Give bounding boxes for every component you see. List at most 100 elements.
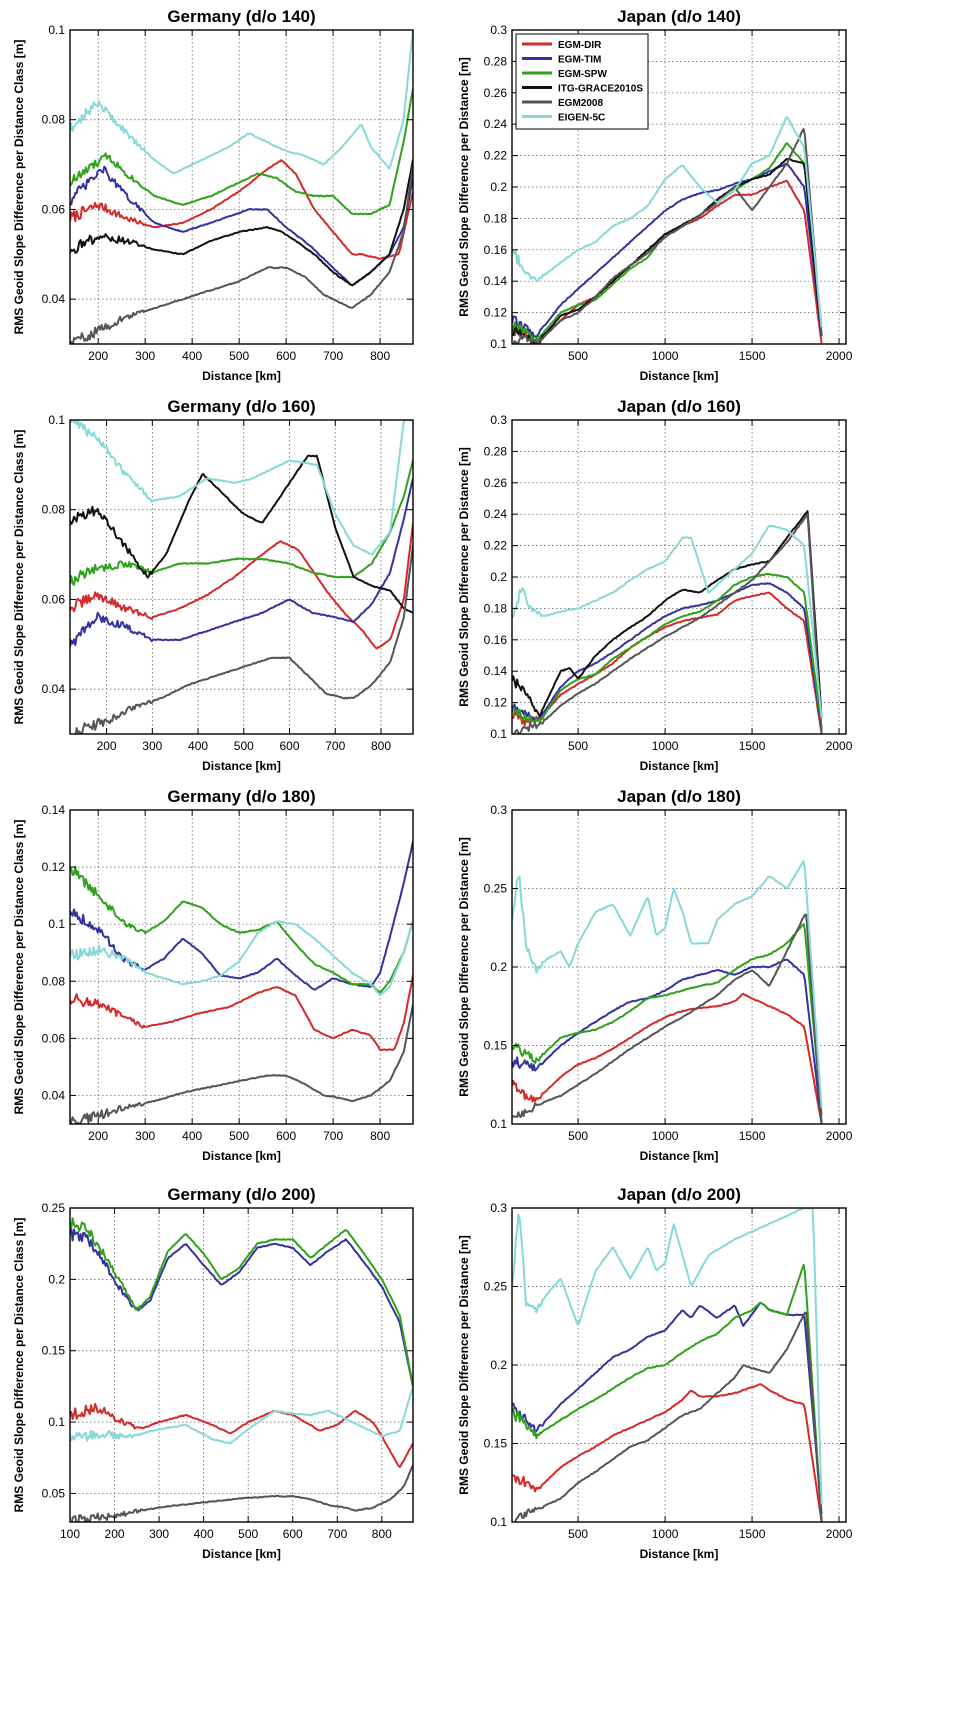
y-tick-label: 0.22 (484, 539, 508, 553)
y-tick-label: 0.15 (42, 1344, 66, 1358)
series-line-egm-tim (512, 958, 823, 1124)
x-tick-label: 300 (149, 1527, 169, 1541)
series-line-eigen-5c (512, 115, 823, 328)
series-line-itg-grace2010s (70, 454, 413, 614)
chart-panel-1: Germany (d/o 140) 200 300 400 500 600 700 800 0.… (12, 7, 414, 383)
chart-panel-4: Japan (d/o 160) 500 1000 1500 2000 0.1 0.12 0.1… (457, 397, 853, 773)
y-tick-label: 0.12 (484, 696, 508, 710)
x-tick-label: 400 (182, 349, 202, 363)
series-group (512, 115, 823, 344)
y-tick-label: 0.2 (48, 1272, 65, 1286)
series-group (70, 840, 413, 1124)
y-tick-label: 0.06 (42, 592, 66, 606)
y-tick-label: 0.16 (484, 633, 508, 647)
series-line-egm-tim (512, 1302, 823, 1514)
x-tick-label: 700 (325, 739, 345, 753)
y-tick-label: 0.12 (484, 306, 508, 320)
x-axis-label: Distance [km] (640, 759, 719, 773)
series-line-egm-spw (512, 142, 823, 343)
chart-panel-6: Japan (d/o 180) 500 1000 1500 2000 0.1 0.15 0.2… (457, 787, 853, 1163)
x-tick-label: 2000 (826, 349, 853, 363)
y-tick-label: 0.28 (484, 54, 508, 68)
series-line-egm-dir (512, 591, 823, 734)
y-tick-label: 0.08 (42, 503, 66, 517)
x-tick-label: 1000 (652, 349, 679, 363)
x-axis-label: Distance [km] (202, 369, 281, 383)
x-tick-label: 700 (323, 349, 343, 363)
series-line-egm2008 (512, 1311, 823, 1522)
series-line-egm-dir (512, 992, 823, 1124)
x-tick-label: 600 (280, 739, 300, 753)
y-tick-label: 0.1 (490, 337, 507, 351)
series-line-egm-tim (70, 165, 413, 287)
x-tick-label: 500 (568, 739, 588, 753)
y-tick-label: 0.2 (490, 180, 507, 194)
y-axis-label: RMS Geoid Slope Difference per Distance … (457, 447, 471, 706)
series-line-egm2008 (74, 545, 413, 734)
x-tick-label: 300 (135, 1129, 155, 1143)
y-tick-label: 0.04 (42, 682, 66, 696)
y-tick-label: 0.18 (484, 601, 508, 615)
y-tick-label: 0.22 (484, 149, 508, 163)
x-tick-label: 500 (568, 1527, 588, 1541)
x-axis-label: Distance [km] (640, 1149, 719, 1163)
series-line-egm-spw (70, 88, 413, 216)
series-line-egm-spw (70, 459, 413, 586)
plot-frame (511, 1207, 847, 1523)
x-tick-label: 500 (568, 349, 588, 363)
x-axis-label: Distance [km] (202, 759, 281, 773)
y-tick-label: 0.2 (490, 1358, 507, 1372)
y-tick-label: 0.26 (484, 476, 508, 490)
series-line-egm-spw (512, 923, 823, 1116)
y-axis-label: RMS Geoid Slope Difference per Distance … (12, 430, 26, 725)
grid-lines (70, 809, 413, 1124)
x-tick-label: 1000 (652, 1527, 679, 1541)
y-tick-label: 0.18 (484, 211, 508, 225)
x-tick-label: 600 (276, 1129, 296, 1143)
series-line-egm-tim (70, 840, 413, 991)
series-line-eigen-5c (70, 420, 413, 556)
series-line-egm-spw (512, 1263, 823, 1522)
series-line-egm2008 (512, 128, 823, 344)
chart-panel-3: Germany (d/o 160) 200 300 400 500 600 700 800 0.… (12, 397, 414, 773)
chart-title: Germany (d/o 200) (167, 1185, 315, 1204)
y-tick-label: 0.24 (484, 507, 508, 521)
legend-label: EIGEN-5C (558, 113, 605, 124)
x-tick-label: 800 (372, 1527, 392, 1541)
x-axis-label: Distance [km] (640, 369, 719, 383)
legend-label: ITG-GRACE2010S (558, 84, 643, 95)
x-tick-label: 800 (371, 739, 391, 753)
y-axis-label: RMS Geoid Slope Difference per Distance … (457, 57, 471, 316)
grid-lines (69, 1207, 413, 1522)
y-tick-label: 0.14 (484, 274, 508, 288)
plot-frame (69, 1207, 414, 1523)
chart-panel-5: Germany (d/o 180) 200 300 400 500 600 700 800 0.… (12, 787, 414, 1163)
y-tick-label: 0.1 (48, 23, 65, 37)
x-tick-label: 2000 (826, 1527, 853, 1541)
chart-panel-7: Germany (d/o 200) 100 200 300 400 500 600 700 80… (12, 1185, 414, 1561)
y-tick-label: 0.04 (42, 1088, 66, 1102)
series-line-itg-grace2010s (70, 159, 413, 287)
x-tick-label: 800 (370, 349, 390, 363)
series-line-eigen-5c (512, 524, 823, 718)
series-line-egm2008 (70, 164, 413, 344)
x-tick-label: 200 (88, 1129, 108, 1143)
x-tick-label: 1500 (739, 739, 766, 753)
grid-lines (512, 1207, 846, 1523)
x-tick-label: 500 (234, 739, 254, 753)
y-tick-label: 0.3 (490, 803, 507, 817)
chart-title: Japan (d/o 180) (617, 787, 741, 806)
y-tick-label: 0.15 (484, 1437, 508, 1451)
series-group (512, 1208, 823, 1522)
x-tick-label: 400 (182, 1129, 202, 1143)
series-line-egm-dir (70, 159, 413, 260)
series-line-eigen-5c (512, 1208, 823, 1505)
y-tick-label: 0.06 (42, 202, 66, 216)
y-tick-label: 0.08 (42, 974, 66, 988)
x-tick-label: 500 (568, 1129, 588, 1143)
series-group (70, 420, 413, 734)
y-tick-label: 0.1 (48, 1415, 65, 1429)
x-tick-label: 1000 (652, 739, 679, 753)
series-line-egm-tim (70, 1228, 413, 1387)
